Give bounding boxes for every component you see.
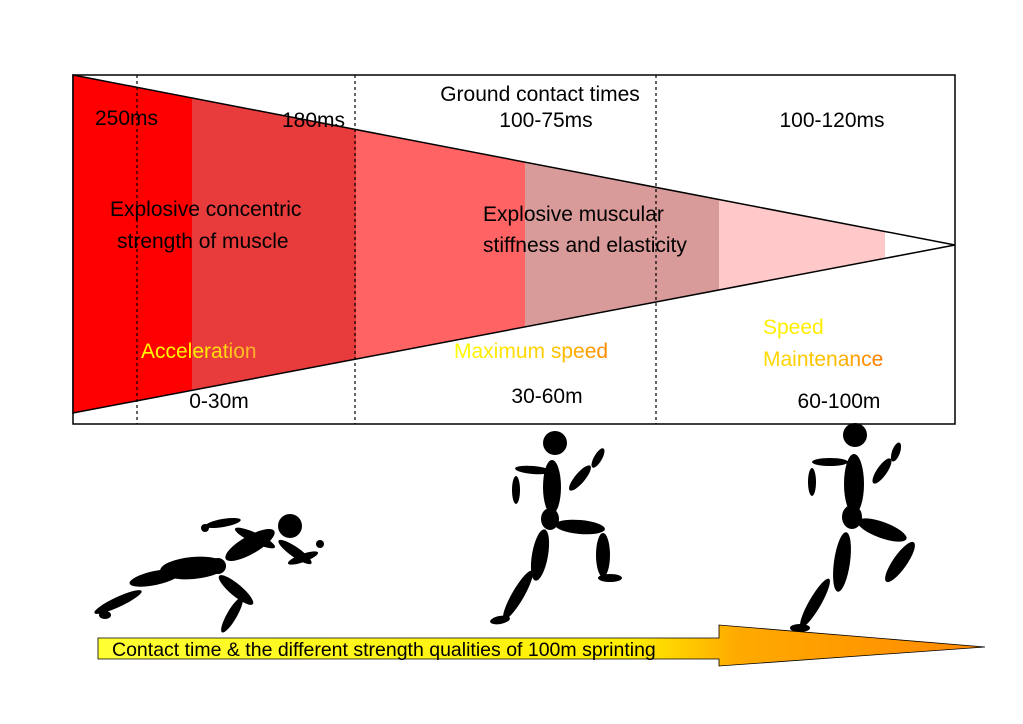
strength-quality-1-line-1: Explosive concentric [110, 198, 301, 221]
strength-quality-2-line-1: Explosive muscular [483, 203, 664, 226]
sprinter-start-figure [94, 514, 324, 633]
diagram-title: Ground contact times [440, 83, 640, 106]
wedge-outline [72, 74, 956, 414]
sprinter-maintenance-figure [790, 423, 915, 632]
strength-quality-1-line-2: strength of muscle [117, 230, 289, 253]
contact-time-100-120ms: 100-120ms [779, 109, 884, 132]
contact-time-250ms: 250ms [95, 107, 158, 130]
phase-name-maintenance: Maintenance [763, 348, 883, 371]
diagram-caption: Contact time & the different strength qu… [112, 639, 656, 661]
phase-name-maximum-speed: Maximum speed [454, 340, 608, 363]
strength-quality-2-line-2: stiffness and elasticity [483, 234, 687, 257]
contact-time-180ms: 180ms [282, 109, 345, 132]
phase-range-0-30m: 0-30m [189, 390, 249, 413]
caption-arrow: Contact time & the different strength qu… [97, 624, 986, 667]
sprinter-max-speed-figure [490, 431, 622, 625]
contact-time-100-75ms: 100-75ms [499, 109, 592, 132]
phase-range-60-100m: 60-100m [798, 390, 881, 413]
phase-name-speed: Speed [763, 316, 824, 339]
phase-name-acceleration: Acceleration [141, 340, 257, 363]
wedge-band-1 [73, 75, 192, 413]
wedge-band-2 [192, 75, 356, 413]
phase-range-30-60m: 30-60m [511, 385, 582, 408]
